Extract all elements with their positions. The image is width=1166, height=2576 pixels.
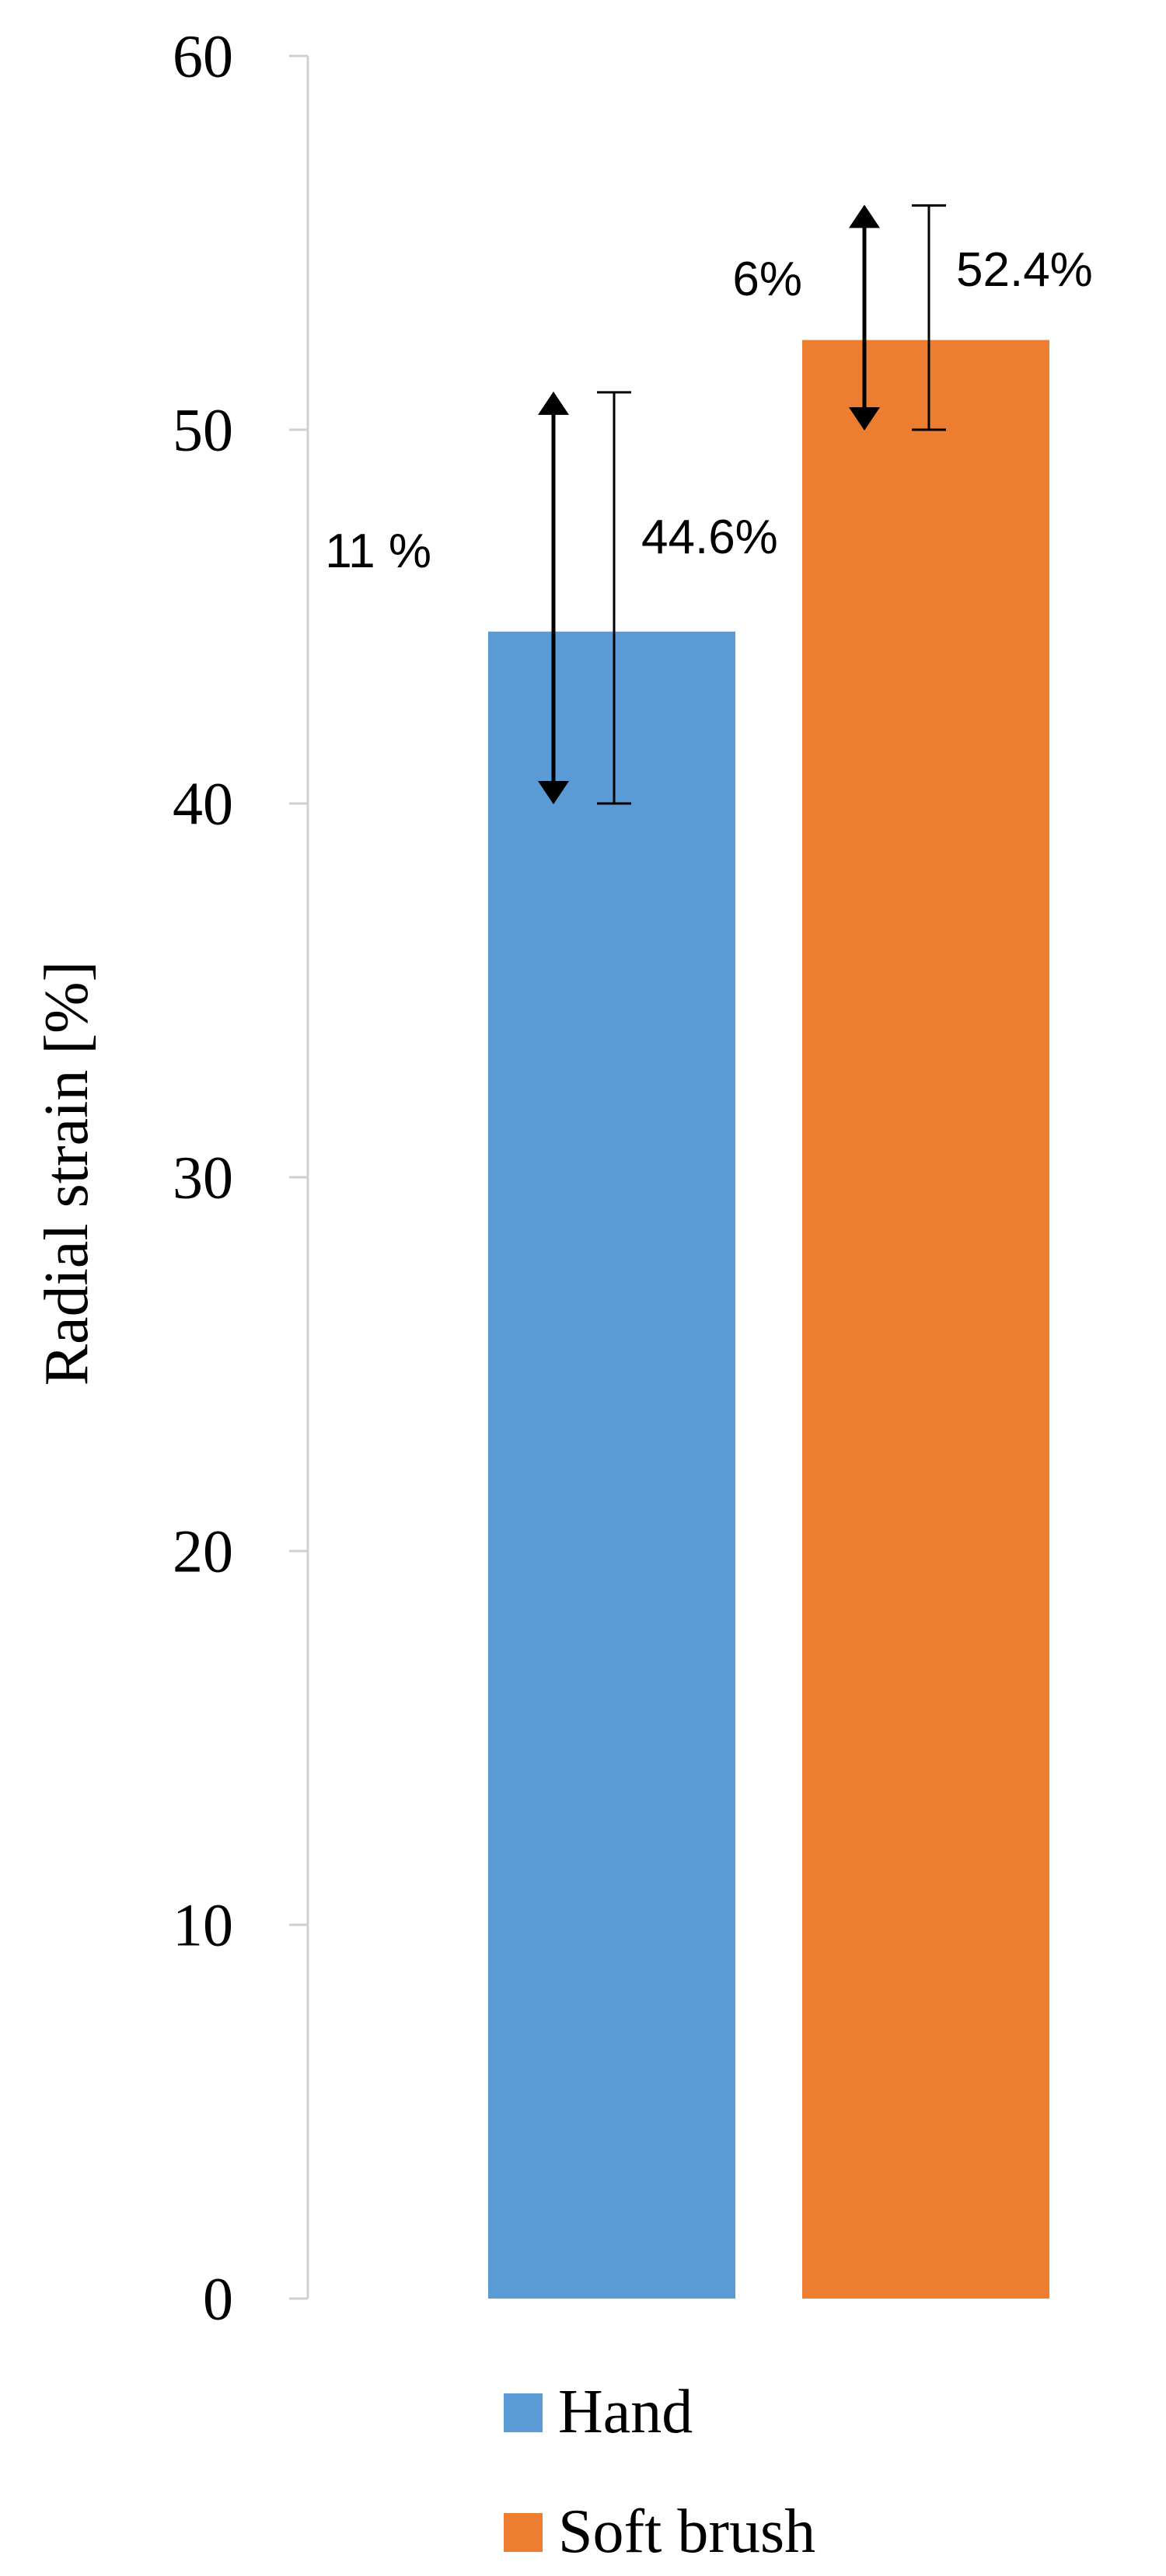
value-label: 44.6% (641, 511, 778, 564)
bar-layer (488, 340, 1049, 2299)
legend: Hand Soft brush (504, 2378, 815, 2566)
y-tick-label: 40 (173, 770, 233, 838)
y-tick-label: 10 (173, 1891, 233, 1959)
spread-label: 11 % (325, 525, 431, 578)
y-tick-label: 0 (203, 2265, 233, 2333)
value-label: 52.4% (956, 243, 1093, 297)
annotation-layer: 11 % 44.6% 6% 52.4% (325, 204, 1093, 805)
axis-layer: 0 10 20 30 40 50 60 Radial strain [%] (33, 23, 309, 2333)
y-tick-label: 50 (173, 396, 233, 464)
bar-soft-brush (802, 340, 1049, 2299)
y-axis-title: Radial strain [%] (33, 961, 101, 1386)
legend-label: Hand (558, 2378, 693, 2446)
y-tick-label: 20 (173, 1518, 233, 1585)
legend-label: Soft brush (558, 2498, 815, 2566)
spread-label: 6% (732, 253, 802, 306)
y-tick-label: 30 (173, 1144, 233, 1211)
bar-hand (488, 631, 735, 2299)
y-tick-label: 60 (173, 23, 233, 90)
legend-swatch (504, 2393, 543, 2432)
legend-swatch (504, 2513, 543, 2552)
